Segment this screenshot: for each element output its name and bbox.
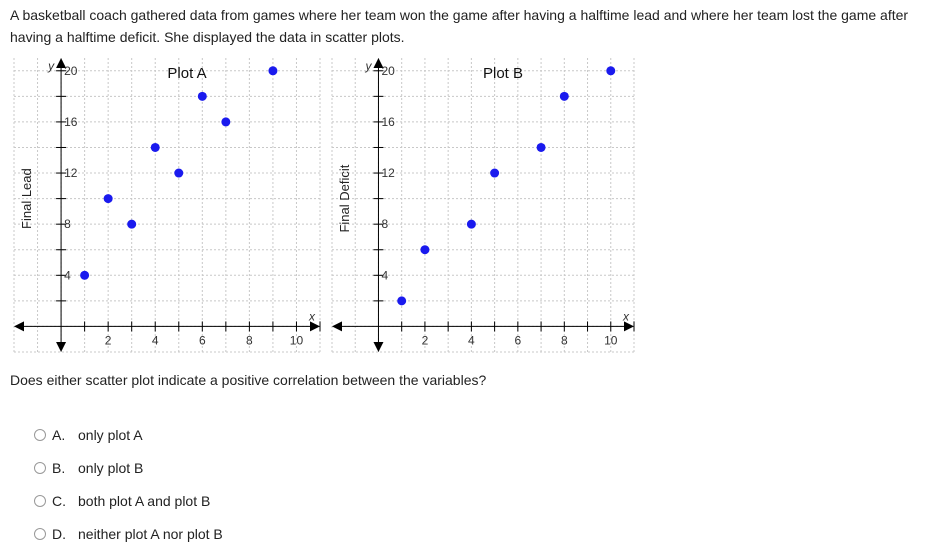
plot-a: 2 4 6 8 10 4 8 12 16 20 x y Plot A Halftime Lead Final… — [10, 56, 322, 356]
plot-b-point-4 — [490, 168, 500, 178]
plot-b-title: Plot B — [483, 65, 523, 82]
option-d[interactable]: D. neither plot A nor plot B — [34, 517, 223, 550]
plot-b-y-tick-label: 4 — [381, 268, 388, 282]
plot-b-y-tick-label: 16 — [381, 115, 395, 129]
plot-a-point-7 — [221, 117, 231, 127]
option-b-text: only plot B — [78, 459, 144, 476]
radio-a[interactable] — [34, 428, 46, 441]
plot-b-x-tick-label: 4 — [468, 333, 475, 347]
plot-b-grid — [331, 58, 635, 353]
question-text: Does either scatter plot indicate a posi… — [10, 372, 487, 388]
plot-b-svg: 2 4 6 8 10 4 8 12 16 20 x y Plot B Halftime Deficit Fi… — [331, 58, 635, 356]
plot-b-y-tick-label: 12 — [381, 166, 395, 180]
plot-a-y-axis-name: y — [47, 59, 55, 73]
plot-a-point-8 — [268, 66, 278, 76]
plot-b-point-7 — [606, 66, 616, 76]
plot-b-y-axis-name: y — [364, 59, 372, 73]
option-d-text: neither plot A nor plot B — [78, 525, 223, 542]
plot-b-x-arrow-right — [624, 321, 634, 332]
option-c[interactable]: C. both plot A and plot B — [34, 484, 223, 517]
plot-a-point-5 — [174, 168, 184, 178]
plot-a-point-4 — [150, 142, 160, 152]
option-c-text: both plot A and plot B — [78, 492, 211, 509]
plot-a-point-1 — [80, 270, 90, 280]
option-a-text: only plot A — [78, 426, 143, 443]
plot-b-x-tick-label: 8 — [561, 333, 568, 347]
plot-b-x-tick-label: 6 — [515, 333, 522, 347]
option-a-letter: A. — [52, 426, 66, 443]
plot-a-x-tick-label: 6 — [199, 333, 206, 347]
plot-a-x-label: Halftime Lead — [124, 353, 210, 356]
plot-b-x-tick-label: 10 — [604, 333, 618, 347]
plot-a-x-arrow-left — [14, 321, 24, 332]
option-b[interactable]: B. only plot B — [34, 451, 223, 484]
option-a[interactable]: A. only plot A — [34, 418, 223, 451]
plot-a-y-tick-label: 16 — [64, 115, 78, 129]
plot-a-y-label: Final Lead — [19, 168, 34, 229]
plot-b-y-label: Final Deficit — [337, 164, 352, 232]
plot-a-x-axis-name: x — [308, 309, 316, 323]
plot-b-y-tick-label: 8 — [381, 217, 388, 231]
plot-a-svg: 2 4 6 8 10 4 8 12 16 20 x y Plot A Halftime Lead Final… — [13, 58, 321, 356]
radio-c[interactable] — [34, 494, 46, 507]
plot-a-x-tick-label: 4 — [152, 333, 159, 347]
plot-a-y-arrow-up — [56, 58, 67, 68]
plot-a-x-tick-label: 2 — [105, 333, 112, 347]
option-c-letter: C. — [52, 492, 66, 509]
plot-b-point-5 — [536, 142, 546, 152]
answer-options: A. only plot A B. only plot B C. both pl… — [34, 418, 223, 550]
plot-a-grid — [13, 58, 321, 353]
plot-b-point-1 — [397, 296, 407, 306]
plot-b-y-arrow-up — [373, 58, 384, 68]
plot-a-point-6 — [197, 91, 207, 101]
plot-b: 2 4 6 8 10 4 8 12 16 20 x y Plot B Halftime Deficit Fi… — [328, 56, 636, 356]
plot-b-x-arrow-left — [332, 321, 342, 332]
plot-b-x-tick-label: 2 — [422, 333, 429, 347]
plot-a-y-tick-label: 4 — [64, 268, 71, 282]
plot-b-y-tick-label: 20 — [381, 64, 395, 78]
plot-b-y-arrow-down — [373, 342, 384, 352]
option-b-letter: B. — [52, 459, 66, 476]
plot-b-point-6 — [559, 91, 569, 101]
plot-a-y-tick-label: 20 — [64, 64, 78, 78]
option-d-letter: D. — [52, 525, 66, 542]
radio-b[interactable] — [34, 461, 46, 474]
radio-d[interactable] — [34, 527, 46, 540]
plot-a-y-tick-label: 12 — [64, 166, 78, 180]
problem-intro: A basketball coach gathered data from ga… — [10, 7, 909, 45]
plot-a-point-3 — [127, 219, 137, 229]
plot-a-title: Plot A — [167, 65, 206, 82]
plot-b-x-label: Halftime Deficit — [436, 353, 530, 356]
plot-a-x-tick-label: 8 — [246, 333, 253, 347]
plot-a-point-2 — [103, 194, 113, 204]
plot-a-x-arrow-right — [310, 321, 320, 332]
plot-b-point-3 — [466, 219, 476, 229]
plot-b-x-axis-name: x — [622, 309, 630, 323]
plot-a-y-tick-label: 8 — [64, 217, 71, 231]
plot-a-y-arrow-down — [56, 342, 67, 352]
plot-a-x-tick-label: 10 — [290, 333, 304, 347]
plot-b-point-2 — [420, 245, 430, 255]
